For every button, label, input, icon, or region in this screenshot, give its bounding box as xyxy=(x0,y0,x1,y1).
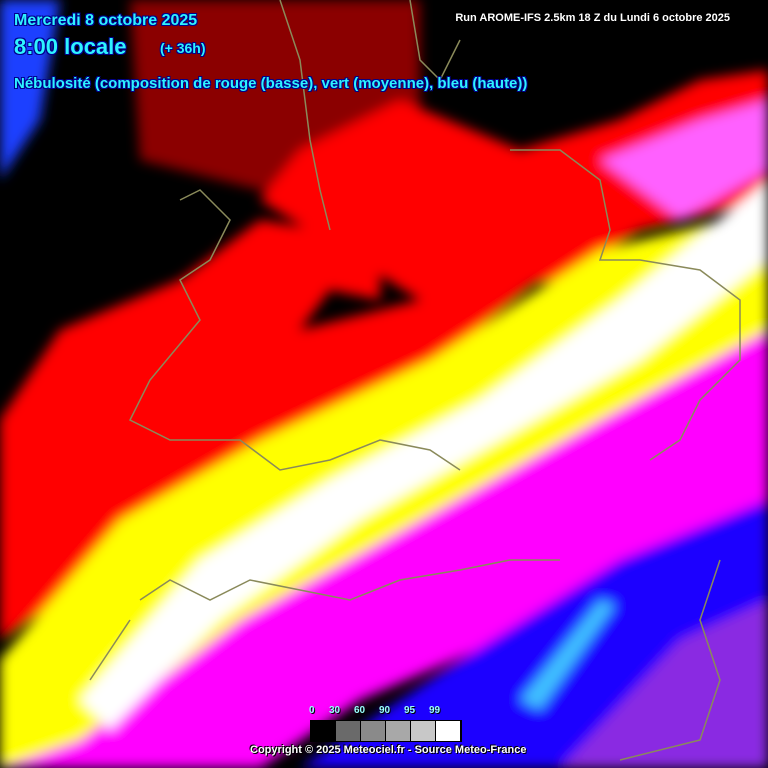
copyright: Copyright © 2025 Meteociel.fr - Source M… xyxy=(250,744,527,756)
coastlines xyxy=(89,0,741,761)
parameter-title: Nébulosité (composition de rouge (basse)… xyxy=(14,75,528,92)
forecast-time: 8:00 locale xyxy=(14,34,127,59)
forecast-date: Mercredi 8 octobre 2025 xyxy=(14,12,198,29)
magenta-top-right xyxy=(600,100,768,220)
legend-label: 0 xyxy=(309,705,315,716)
legend-swatch xyxy=(311,721,336,741)
legend-swatch xyxy=(436,721,461,741)
legend-label: 95 xyxy=(404,705,416,716)
legend-label: 60 xyxy=(354,705,366,716)
legend-label: 99 xyxy=(429,705,441,716)
legend-scale xyxy=(310,720,462,742)
model-run-info: Run AROME-IFS 2.5km 18 Z du Lundi 6 octo… xyxy=(455,12,730,24)
blue-top-left xyxy=(0,0,60,180)
legend-swatch xyxy=(361,721,386,741)
white-band xyxy=(80,180,768,730)
legend-swatch xyxy=(411,721,436,741)
cyan-streak xyxy=(520,600,615,710)
legend-swatch xyxy=(336,721,361,741)
legend-swatch xyxy=(386,721,411,741)
legend-label: 90 xyxy=(379,705,391,716)
violet-high-cloud xyxy=(560,600,768,768)
red-low-cloud-top xyxy=(260,70,768,300)
legend-label: 30 xyxy=(329,705,341,716)
forecast-offset: (+ 36h) xyxy=(160,40,206,56)
